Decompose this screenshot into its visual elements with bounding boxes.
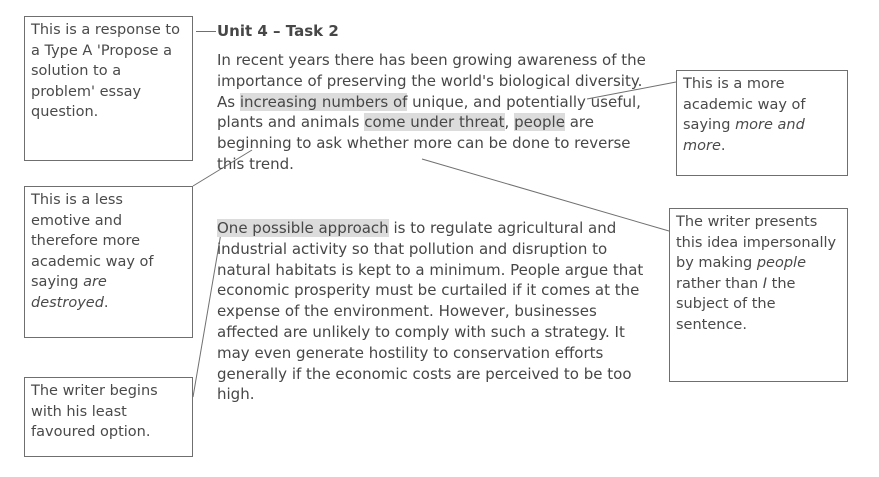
highlight-come-under-threat: come under threat xyxy=(364,113,505,132)
connector-impersonal xyxy=(421,158,670,232)
note-more-academic-end: . xyxy=(720,137,726,154)
highlight-people: people xyxy=(514,113,565,132)
paragraph2-text: is to regulate agricultural and industri… xyxy=(217,219,644,404)
page-title: Unit 4 – Task 2 xyxy=(217,22,339,40)
connector-least-favoured xyxy=(192,232,222,398)
paragraph1-text-start: In recent years there has been growing a… xyxy=(217,51,646,111)
note-less-emotive-italic: are destroyed xyxy=(31,274,107,311)
note-least-favoured-text: The writer begins with his least favoure… xyxy=(31,383,158,441)
note-less-emotive-end: . xyxy=(103,294,109,311)
note-impersonal-text: The writer presents this idea impersonal… xyxy=(676,214,837,272)
note-impersonal: The writer presents this idea impersonal… xyxy=(669,208,848,382)
note-type-a-text: This is a response to a Type A 'Propose … xyxy=(31,22,180,121)
essay-paragraph-2: One possible approach is to regulate agr… xyxy=(217,218,657,405)
highlight-one-possible-approach: One possible approach xyxy=(217,219,389,237)
note-type-a: This is a response to a Type A 'Propose … xyxy=(24,16,193,161)
note-less-emotive: This is a less emotive and therefore mor… xyxy=(24,186,193,338)
note-impersonal-italic-people: people xyxy=(756,255,806,272)
title-connector xyxy=(196,31,216,32)
note-least-favoured: The writer begins with his least favoure… xyxy=(24,377,193,457)
essay-paragraph-1: In recent years there has been growing a… xyxy=(217,50,657,175)
connector-more-academic xyxy=(586,81,677,100)
paragraph1-text-middle2: , xyxy=(504,113,515,132)
note-impersonal-italic-i: I xyxy=(762,275,768,292)
note-more-academic-italic: more and more xyxy=(683,117,805,154)
note-less-emotive-text: This is a less emotive and therefore mor… xyxy=(31,192,154,291)
paragraph1-text-end: are beginning to ask whether more can be… xyxy=(217,113,631,173)
note-impersonal-end: the subject of the sentence. xyxy=(676,275,796,333)
note-impersonal-middle: rather than xyxy=(676,275,763,292)
connector-less-emotive xyxy=(192,149,253,187)
highlight-increasing-numbers: increasing numbers of xyxy=(239,92,408,111)
note-more-academic: This is a more academic way of saying mo… xyxy=(676,70,848,176)
note-more-academic-text: This is a more academic way of saying xyxy=(683,76,806,134)
paragraph1-text-middle1: unique, and potentially useful, plants a… xyxy=(217,92,641,132)
